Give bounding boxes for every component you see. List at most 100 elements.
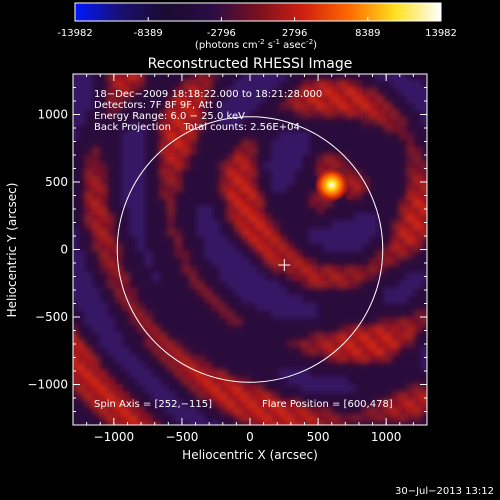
heatmap-cell [248,213,258,223]
heatmap-texture [73,74,427,425]
heatmap-cell [271,421,281,425]
heatmap-cell [271,183,281,193]
heatmap-cell [143,383,153,393]
heatmap-cell [361,116,371,126]
heatmap-cell [271,406,281,416]
heatmap-cell [226,398,236,408]
heatmap-cell [226,279,236,289]
heatmap-cell [233,175,243,185]
heatmap-cell [286,413,296,423]
heatmap-cell [413,161,423,171]
heatmap-cell [241,198,251,208]
heatmap-cell [113,250,123,260]
heatmap-cell [106,339,116,349]
heatmap-cell [338,413,348,423]
heatmap-cell [278,146,288,156]
heatmap-cell [338,331,348,341]
heatmap-cell [346,79,356,89]
heatmap-cell [166,391,176,401]
heatmap-cell [278,250,288,260]
heatmap-cell [173,361,183,371]
heatmap-cell [173,153,183,163]
heatmap-cell [331,339,341,349]
heatmap-cell [136,161,146,171]
heatmap-cell [91,324,101,334]
heatmap-cell [241,279,251,289]
heatmap-cell [271,279,281,289]
heatmap-cell [203,235,213,245]
heatmap-cell [98,213,108,223]
heatmap-cell [196,86,206,96]
heatmap-cell [136,153,146,163]
heatmap-cell [188,383,198,393]
heatmap-cell [106,109,116,119]
heatmap-cell [113,398,123,408]
heatmap-cell [128,361,138,371]
heatmap-cell [293,413,303,423]
heatmap-cell [353,220,363,230]
heatmap-cell [181,86,191,96]
heatmap-cell [308,421,318,425]
heatmap-cell [226,153,236,163]
heatmap-cell [361,227,371,237]
heatmap-cell [413,190,423,200]
heatmap-cell [158,190,168,200]
heatmap-cell [76,391,86,401]
heatmap-cell [128,175,138,185]
heatmap-cell [106,74,116,82]
heatmap-cell [218,376,228,386]
heatmap-cell [83,183,93,193]
heatmap-cell [278,74,288,82]
heatmap-cell [316,272,326,282]
heatmap-cell [226,168,236,178]
heatmap-cell [278,421,288,425]
heatmap-cell [293,376,303,386]
heatmap-cell [368,265,378,275]
heatmap-cell [91,376,101,386]
heatmap-cell [353,272,363,282]
heatmap-cell [338,265,348,275]
heatmap-cell [346,168,356,178]
heatmap-cell [338,101,348,111]
heatmap-cell [196,213,206,223]
heatmap-cell [256,391,266,401]
heatmap-cell [241,101,251,111]
heatmap-cell [196,227,206,237]
heatmap-cell [196,109,206,119]
heatmap-cell [405,190,415,200]
heatmap-cell [233,79,243,89]
heatmap-cell [128,124,138,133]
heatmap-cell [405,205,415,215]
heatmap-cell [121,168,131,178]
x-axis-label: Heliocentric X (arcsec) [182,448,318,462]
heatmap-cell [203,369,213,379]
heatmap-cell [211,74,221,82]
heatmap-cell [181,413,191,423]
heatmap-cell [241,161,251,171]
heatmap-cell [383,109,393,119]
heatmap-cell [308,109,318,119]
heatmap-cell [226,250,236,260]
heatmap-cell [331,86,341,96]
heatmap-cell [113,339,123,349]
heatmap-cell [256,74,266,82]
heatmap-cell [405,383,415,393]
heatmap-cell [293,146,303,156]
heatmap-cell [405,227,415,237]
heatmap-cell [271,391,281,401]
heatmap-cell [173,124,183,133]
heatmap-cell [136,413,146,423]
heatmap-cell [73,294,78,304]
heatmap-cell [83,101,93,111]
heatmap-cell [106,257,116,267]
heatmap-cell [316,339,326,349]
heatmap-cell [158,339,168,349]
heatmap-cell [323,354,333,364]
heatmap-cell [405,198,415,208]
heatmap-cell [248,74,258,82]
heatmap-cell [188,138,198,148]
heatmap-cell [361,109,371,119]
heatmap-cell [218,302,228,312]
heatmap-cell [233,257,243,267]
heatmap-cell [278,242,288,252]
